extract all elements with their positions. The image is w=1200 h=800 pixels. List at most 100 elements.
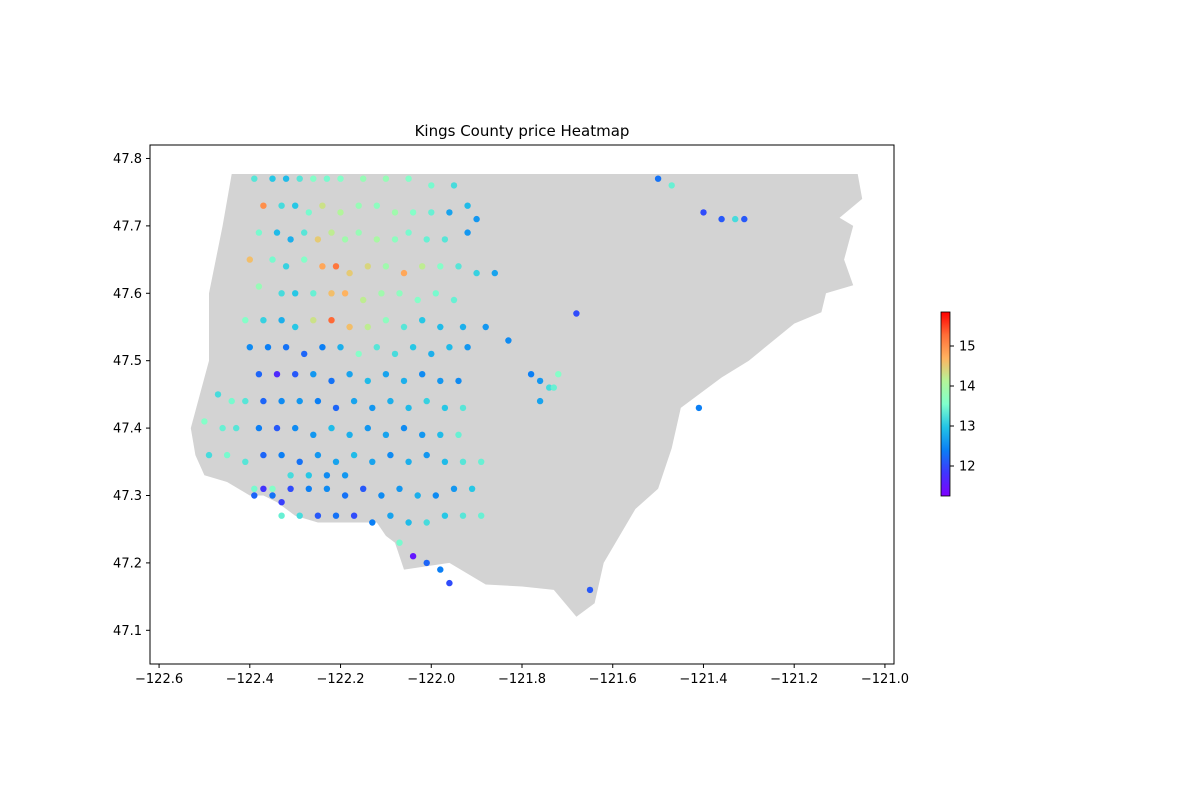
price-point: [242, 458, 249, 465]
price-point: [405, 458, 412, 465]
price-point: [391, 350, 399, 358]
price-point: [292, 371, 299, 378]
x-axis: −122.6 −122.4 −122.2 −122.0 −121.8 −121.6 −121…: [135, 664, 909, 687]
price-point: [305, 209, 312, 216]
price-point: [273, 371, 281, 378]
price-point: [459, 323, 467, 331]
price-point: [346, 323, 353, 331]
price-point: [296, 397, 303, 405]
price-point: [301, 350, 308, 358]
price-point: [536, 397, 544, 405]
x-tick-label: −122.6: [135, 672, 183, 687]
price-point: [305, 472, 312, 479]
price-point: [695, 404, 703, 412]
price-point: [654, 175, 662, 182]
price-point: [360, 296, 367, 304]
price-point: [246, 344, 253, 351]
price-point: [382, 431, 390, 438]
price-point: [310, 371, 317, 378]
price-point: [323, 485, 331, 492]
price-point: [459, 458, 467, 465]
price-point: [423, 397, 430, 405]
y-tick-label: 47.5: [113, 354, 142, 369]
price-point: [423, 236, 430, 243]
price-point: [282, 344, 290, 351]
price-point: [446, 579, 453, 587]
price-point: [251, 485, 258, 492]
price-point: [260, 397, 267, 405]
price-point: [428, 350, 435, 358]
price-point: [419, 431, 426, 438]
price-point: [432, 290, 439, 297]
price-point: [332, 404, 340, 412]
price-point: [396, 290, 403, 297]
price-point: [328, 290, 335, 297]
price-point: [450, 182, 458, 189]
x-tick-label: −121.0: [861, 672, 909, 687]
price-point: [310, 175, 317, 182]
y-tick-label: 47.3: [113, 489, 142, 504]
price-point: [233, 424, 240, 432]
price-point: [332, 458, 340, 465]
price-point: [214, 391, 222, 398]
price-point: [364, 263, 371, 270]
y-tick-label: 47.2: [113, 556, 142, 571]
price-point: [478, 458, 485, 465]
price-point: [369, 458, 376, 465]
x-tick-label: −122.2: [316, 672, 364, 687]
price-point: [482, 323, 489, 331]
price-point: [409, 209, 417, 216]
price-point: [350, 512, 358, 519]
price-point: [332, 512, 340, 519]
price-point: [459, 512, 467, 519]
price-point: [373, 202, 380, 209]
y-tick-label: 47.7: [113, 219, 142, 234]
price-point: [555, 371, 562, 378]
price-point: [468, 485, 476, 492]
price-point: [260, 451, 267, 459]
price-point: [405, 519, 412, 526]
price-point: [269, 485, 276, 492]
colorbar: 12 13 14 15: [940, 311, 976, 497]
price-point: [450, 296, 458, 304]
price-point: [328, 424, 335, 432]
x-tick-label: −121.8: [498, 672, 546, 687]
price-point: [446, 209, 453, 216]
price-point: [305, 485, 312, 492]
x-tick-label: −121.4: [679, 672, 727, 687]
price-point: [387, 451, 394, 459]
colorbar-ticks: 12 13 14 15: [950, 340, 976, 475]
price-point: [346, 431, 353, 438]
y-tick-label: 47.4: [113, 422, 142, 437]
price-point: [314, 397, 322, 405]
price-point: [255, 424, 263, 432]
price-point: [446, 344, 453, 351]
price-point: [310, 290, 317, 297]
price-point: [437, 566, 444, 573]
price-point: [391, 236, 399, 243]
price-point: [328, 229, 335, 236]
price-point: [278, 202, 285, 209]
price-point: [391, 209, 399, 216]
price-point: [319, 344, 326, 351]
price-point: [242, 317, 249, 324]
price-point: [505, 337, 512, 344]
price-point: [228, 397, 235, 405]
price-point: [382, 317, 390, 324]
price-point: [341, 492, 349, 499]
price-point: [527, 371, 535, 378]
y-tick-label: 47.6: [113, 287, 142, 302]
price-point: [668, 182, 675, 189]
price-point: [260, 317, 267, 324]
price-point: [350, 451, 358, 459]
price-point: [296, 458, 303, 465]
price-point: [400, 269, 408, 277]
price-point: [405, 404, 412, 412]
price-point: [346, 371, 353, 378]
price-point: [369, 519, 376, 526]
price-point: [700, 209, 707, 216]
price-point: [478, 512, 485, 519]
price-point: [296, 512, 303, 519]
price-point: [337, 344, 344, 351]
